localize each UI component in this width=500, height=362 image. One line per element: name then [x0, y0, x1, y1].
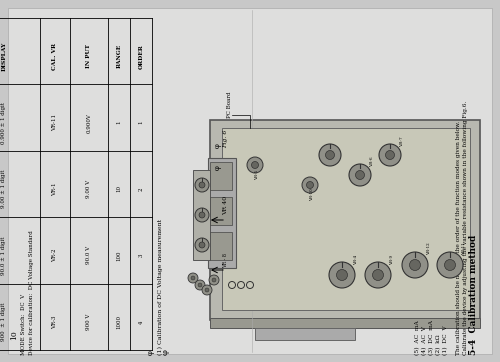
Ellipse shape [437, 252, 463, 278]
Text: (1)  DC  V: (1) DC V [443, 325, 448, 355]
Text: (3)  DC  mA: (3) DC mA [429, 320, 434, 355]
Text: 9.00 ± 1 digit: 9.00 ± 1 digit [2, 170, 6, 208]
Bar [210, 162, 232, 190]
Text: 900  ± 1 digit: 900 ± 1 digit [2, 303, 6, 341]
Ellipse shape [444, 260, 456, 270]
Text: Fig. 6: Fig. 6 [223, 130, 228, 148]
Text: 0.900V: 0.900V [86, 113, 92, 132]
Ellipse shape [202, 285, 212, 295]
Bar [210, 197, 232, 225]
Text: (1) Calibration of DC Voltage measurement: (1) Calibration of DC Voltage measuremen… [158, 219, 163, 355]
Ellipse shape [410, 260, 420, 270]
Text: Device for calibration:  DC Voltage Standard: Device for calibration: DC Voltage Stand… [29, 230, 34, 355]
Ellipse shape [302, 177, 318, 193]
Text: 100: 100 [116, 250, 121, 261]
Text: 3: 3 [138, 254, 143, 257]
Text: VR 40: VR 40 [223, 196, 228, 215]
Text: VR-10: VR-10 [310, 189, 314, 201]
Ellipse shape [336, 269, 347, 281]
Ellipse shape [195, 178, 209, 192]
Bar [255, 328, 355, 340]
Ellipse shape [199, 242, 205, 248]
Ellipse shape [356, 171, 364, 180]
Text: 1: 1 [116, 121, 121, 125]
Text: (2)  kΩ: (2) kΩ [436, 334, 441, 355]
Text: VR-1: VR-1 [52, 182, 58, 196]
Ellipse shape [195, 238, 209, 252]
Bar [193, 170, 210, 260]
Text: 90.0 ± 1 digit: 90.0 ± 1 digit [2, 236, 6, 275]
Ellipse shape [326, 151, 334, 160]
Ellipse shape [195, 208, 209, 222]
Text: DISPLAY: DISPLAY [2, 42, 6, 71]
Text: φ: φ [162, 349, 170, 355]
Bar [210, 318, 480, 328]
Text: 90.0 V: 90.0 V [86, 246, 92, 265]
Ellipse shape [252, 161, 258, 168]
Text: 900 V: 900 V [86, 313, 92, 330]
Ellipse shape [212, 278, 216, 282]
Text: VR-3: VR-3 [52, 315, 58, 329]
Text: 0.900 ± 1 digit: 0.900 ± 1 digit [2, 102, 6, 144]
Text: The calibration should be made in the order of the function modes given below.: The calibration should be made in the or… [456, 121, 461, 355]
Ellipse shape [379, 144, 401, 166]
Text: 4: 4 [138, 320, 143, 324]
Ellipse shape [205, 288, 209, 292]
Text: ORDER: ORDER [138, 44, 143, 68]
Ellipse shape [247, 157, 263, 173]
Ellipse shape [386, 151, 394, 160]
Ellipse shape [372, 269, 384, 281]
Text: 1000: 1000 [116, 315, 121, 329]
Text: VR-4: VR-4 [354, 255, 358, 265]
Text: VR-11: VR-11 [52, 114, 58, 131]
Text: φ: φ [214, 165, 222, 170]
Ellipse shape [365, 262, 391, 288]
Bar [222, 128, 470, 310]
Text: CAL. VR: CAL. VR [52, 43, 58, 70]
Text: 2: 2 [138, 187, 143, 191]
Text: (5)  AC  mA: (5) AC mA [415, 320, 420, 355]
Ellipse shape [329, 262, 355, 288]
Ellipse shape [349, 164, 371, 186]
Ellipse shape [188, 273, 198, 283]
Text: MODE Switch:  DC  V: MODE Switch: DC V [21, 294, 26, 355]
Text: φ: φ [147, 350, 155, 355]
Text: 1: 1 [138, 121, 143, 125]
Bar [208, 158, 236, 268]
Text: VR-7: VR-7 [400, 136, 404, 147]
Ellipse shape [195, 280, 205, 290]
Text: VR-5: VR-5 [255, 170, 259, 180]
Ellipse shape [198, 283, 202, 287]
Text: PC Board: PC Board [227, 92, 232, 118]
Ellipse shape [319, 144, 341, 166]
Ellipse shape [191, 276, 195, 280]
Text: 9.00 V: 9.00 V [86, 180, 92, 198]
Text: VR-6: VR-6 [370, 156, 374, 167]
Text: VR-12: VR-12 [427, 242, 431, 255]
Ellipse shape [199, 212, 205, 218]
Ellipse shape [306, 181, 314, 189]
Text: 10: 10 [10, 330, 18, 340]
Text: VR-2: VR-2 [52, 249, 58, 262]
Text: 5-4  Calibration method: 5-4 Calibration method [469, 235, 478, 355]
Text: 10: 10 [116, 185, 121, 193]
Ellipse shape [209, 275, 219, 285]
Text: VR-9: VR-9 [390, 255, 394, 265]
Bar [210, 232, 232, 260]
Ellipse shape [199, 182, 205, 188]
Text: VR - 8: VR - 8 [223, 253, 228, 268]
Text: RANGE: RANGE [116, 44, 121, 68]
Text: Calibrate the device by adjusting the variable resistance shown in the following: Calibrate the device by adjusting the va… [463, 101, 468, 355]
Text: VR-11: VR-11 [462, 242, 466, 255]
Text: (4)  AC  V: (4) AC V [422, 326, 427, 355]
Text: IN PUT: IN PUT [86, 44, 92, 68]
Text: φ: φ [214, 143, 222, 148]
Bar [210, 120, 480, 320]
Ellipse shape [402, 252, 428, 278]
